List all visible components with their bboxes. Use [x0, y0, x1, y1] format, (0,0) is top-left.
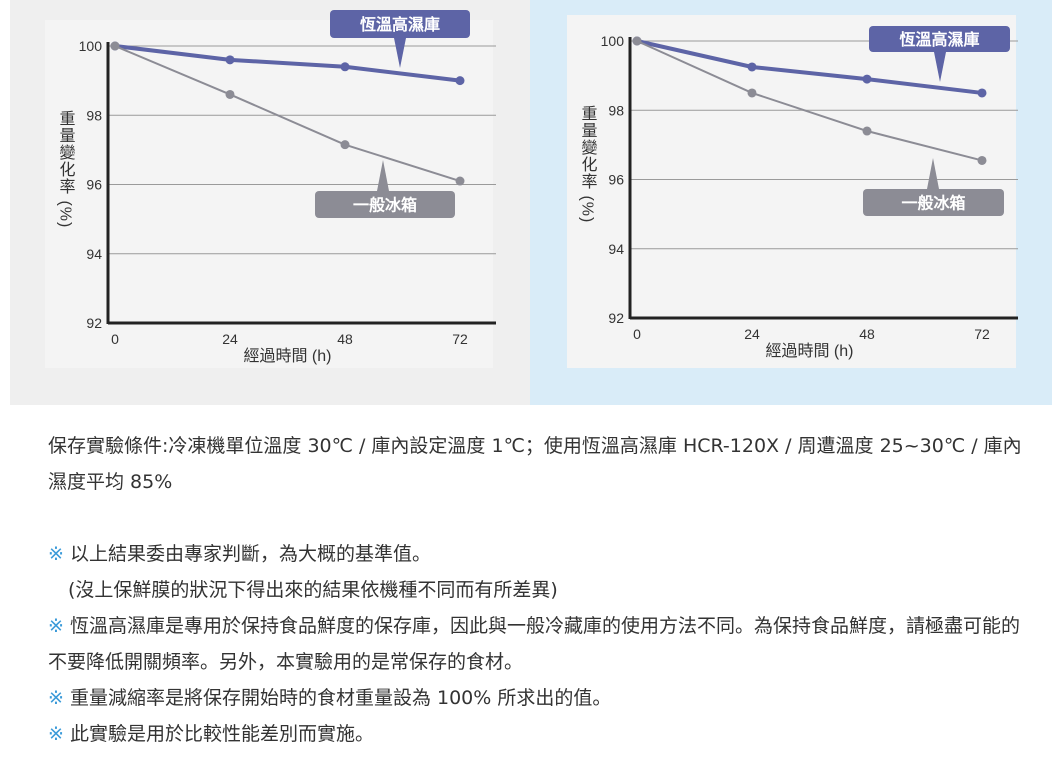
callout-label-fridge: 一般冰箱 — [901, 194, 965, 213]
callout-label-humidity: 恆溫高濕庫 — [359, 15, 440, 34]
callout-pointer — [934, 52, 946, 82]
callout-pointer — [927, 158, 939, 189]
callout-label-humidity: 恆溫高濕庫 — [898, 30, 979, 49]
data-point — [340, 62, 350, 72]
notes: 保存實驗條件:冷凍機單位溫度 30℃ / 庫內設定溫度 1℃；使用恆溫高濕庫 H… — [48, 428, 1038, 752]
y-tick-label: 92 — [608, 310, 624, 326]
data-point — [455, 176, 465, 186]
chart-right: 92 94 96 98 100 0 24 48 72 經過時間 (h) 重量變化率 (%) 恆溫高濕庫… — [579, 26, 1018, 360]
y-tick-label: 92 — [86, 315, 102, 331]
y-tick-label: 96 — [608, 172, 624, 188]
callout-box — [330, 10, 470, 38]
x-tick-label: 24 — [222, 331, 238, 347]
y-tick-label: 100 — [601, 33, 625, 49]
note-2: ※ 恆溫高濕庫是專用於保持食品鮮度的保存庫，因此與一般冷藏庫的使用方法不同。為保… — [48, 615, 1020, 673]
data-point — [747, 88, 757, 98]
callout-pointer — [377, 160, 389, 191]
callout-box — [863, 189, 1004, 216]
y-tick-label: 94 — [86, 246, 102, 262]
data-point — [862, 126, 872, 136]
x-axis-title: 經過時間 (h) — [765, 342, 853, 360]
x-tick-label: 48 — [859, 326, 875, 342]
data-point — [455, 76, 465, 86]
note-3: ※ 重量減縮率是將保存開始時的食材重量設為 100% 所求出的值。 — [48, 687, 612, 709]
callout-box — [315, 191, 455, 218]
data-point — [225, 89, 235, 99]
y-tick-label: 98 — [608, 102, 624, 118]
callout-pointer — [394, 38, 406, 68]
data-point — [340, 140, 350, 150]
note-1: ※ 以上結果委由專家判斷，為大概的基準值。 — [48, 543, 431, 565]
y-tick-label: 94 — [608, 241, 624, 257]
series-line-gray — [114, 45, 461, 182]
series-line-blue — [114, 44, 461, 83]
x-tick-label: 72 — [452, 331, 468, 347]
y-tick-label: 100 — [79, 38, 103, 54]
x-tick-label: 0 — [633, 326, 641, 342]
data-point — [977, 88, 987, 98]
data-point — [862, 74, 872, 84]
series-line-blue — [636, 39, 983, 95]
y-tick-label: 98 — [86, 107, 102, 123]
callout-label-fridge: 一般冰箱 — [353, 196, 417, 215]
note-4: ※ 此實驗是用於比較性能差別而實施。 — [48, 723, 374, 745]
x-tick-label: 24 — [744, 326, 760, 342]
x-axis-title: 經過時間 (h) — [243, 347, 331, 365]
data-point — [632, 36, 642, 46]
data-point — [225, 55, 235, 65]
x-tick-label: 0 — [111, 331, 119, 347]
condition-text: 保存實驗條件:冷凍機單位溫度 30℃ / 庫內設定溫度 1℃；使用恆溫高濕庫 H… — [48, 435, 1022, 493]
y-axis-title: 重量變化率 (%) — [57, 110, 76, 228]
data-point — [747, 62, 757, 72]
data-point — [977, 155, 987, 165]
x-tick-label: 48 — [337, 331, 353, 347]
y-axis-title: 重量變化率 (%) — [579, 105, 598, 223]
callout-box — [869, 26, 1010, 52]
x-tick-label: 72 — [974, 326, 990, 342]
series-line-gray — [636, 40, 983, 162]
chart-left: 92 94 96 98 100 0 24 48 72 經過時間 (h) 重量變化率 (%) 恆溫高濕庫… — [57, 10, 496, 365]
y-tick-label: 96 — [86, 177, 102, 193]
data-point — [110, 41, 120, 51]
note-1-sub: (沒上保鮮膜的狀況下得出來的結果依機種不同而有所差異) — [68, 579, 558, 601]
